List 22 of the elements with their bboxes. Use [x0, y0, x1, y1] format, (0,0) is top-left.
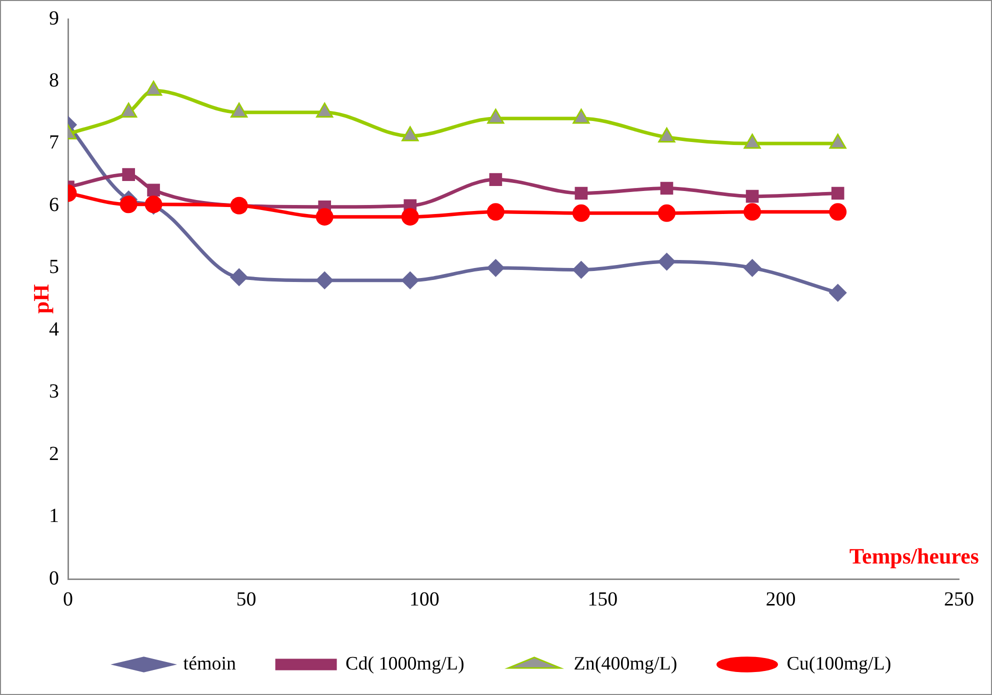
legend-label: Cu(100mg/L) — [786, 653, 892, 674]
legend-label: Cd( 1000mg/L) — [346, 653, 464, 674]
y-tick-label: 8 — [49, 69, 59, 92]
legend-label: témoin — [183, 653, 237, 674]
y-tick-label: 2 — [49, 442, 59, 465]
x-tick-label: 250 — [944, 588, 974, 610]
y-tick-label: 5 — [49, 256, 59, 278]
y-tick-label: 0 — [49, 567, 59, 590]
x-tick-label: 100 — [409, 588, 440, 610]
x-tick-label: 200 — [766, 588, 796, 610]
x-tick-label: 0 — [63, 588, 73, 610]
legend-label: Zn(400mg/L) — [574, 653, 678, 674]
y-tick-label: 9 — [49, 7, 59, 30]
y-axis-title: pH — [28, 284, 54, 314]
x-tick-label: 50 — [236, 588, 256, 610]
y-tick-label: 7 — [49, 132, 59, 154]
y-tick-label: 4 — [49, 318, 59, 340]
y-tick-label: 1 — [49, 505, 59, 528]
y-tick-label: 6 — [49, 194, 59, 216]
x-tick-label: 150 — [588, 588, 618, 610]
y-tick-label: 3 — [49, 380, 59, 403]
x-axis-title: Temps/heures — [849, 544, 980, 569]
